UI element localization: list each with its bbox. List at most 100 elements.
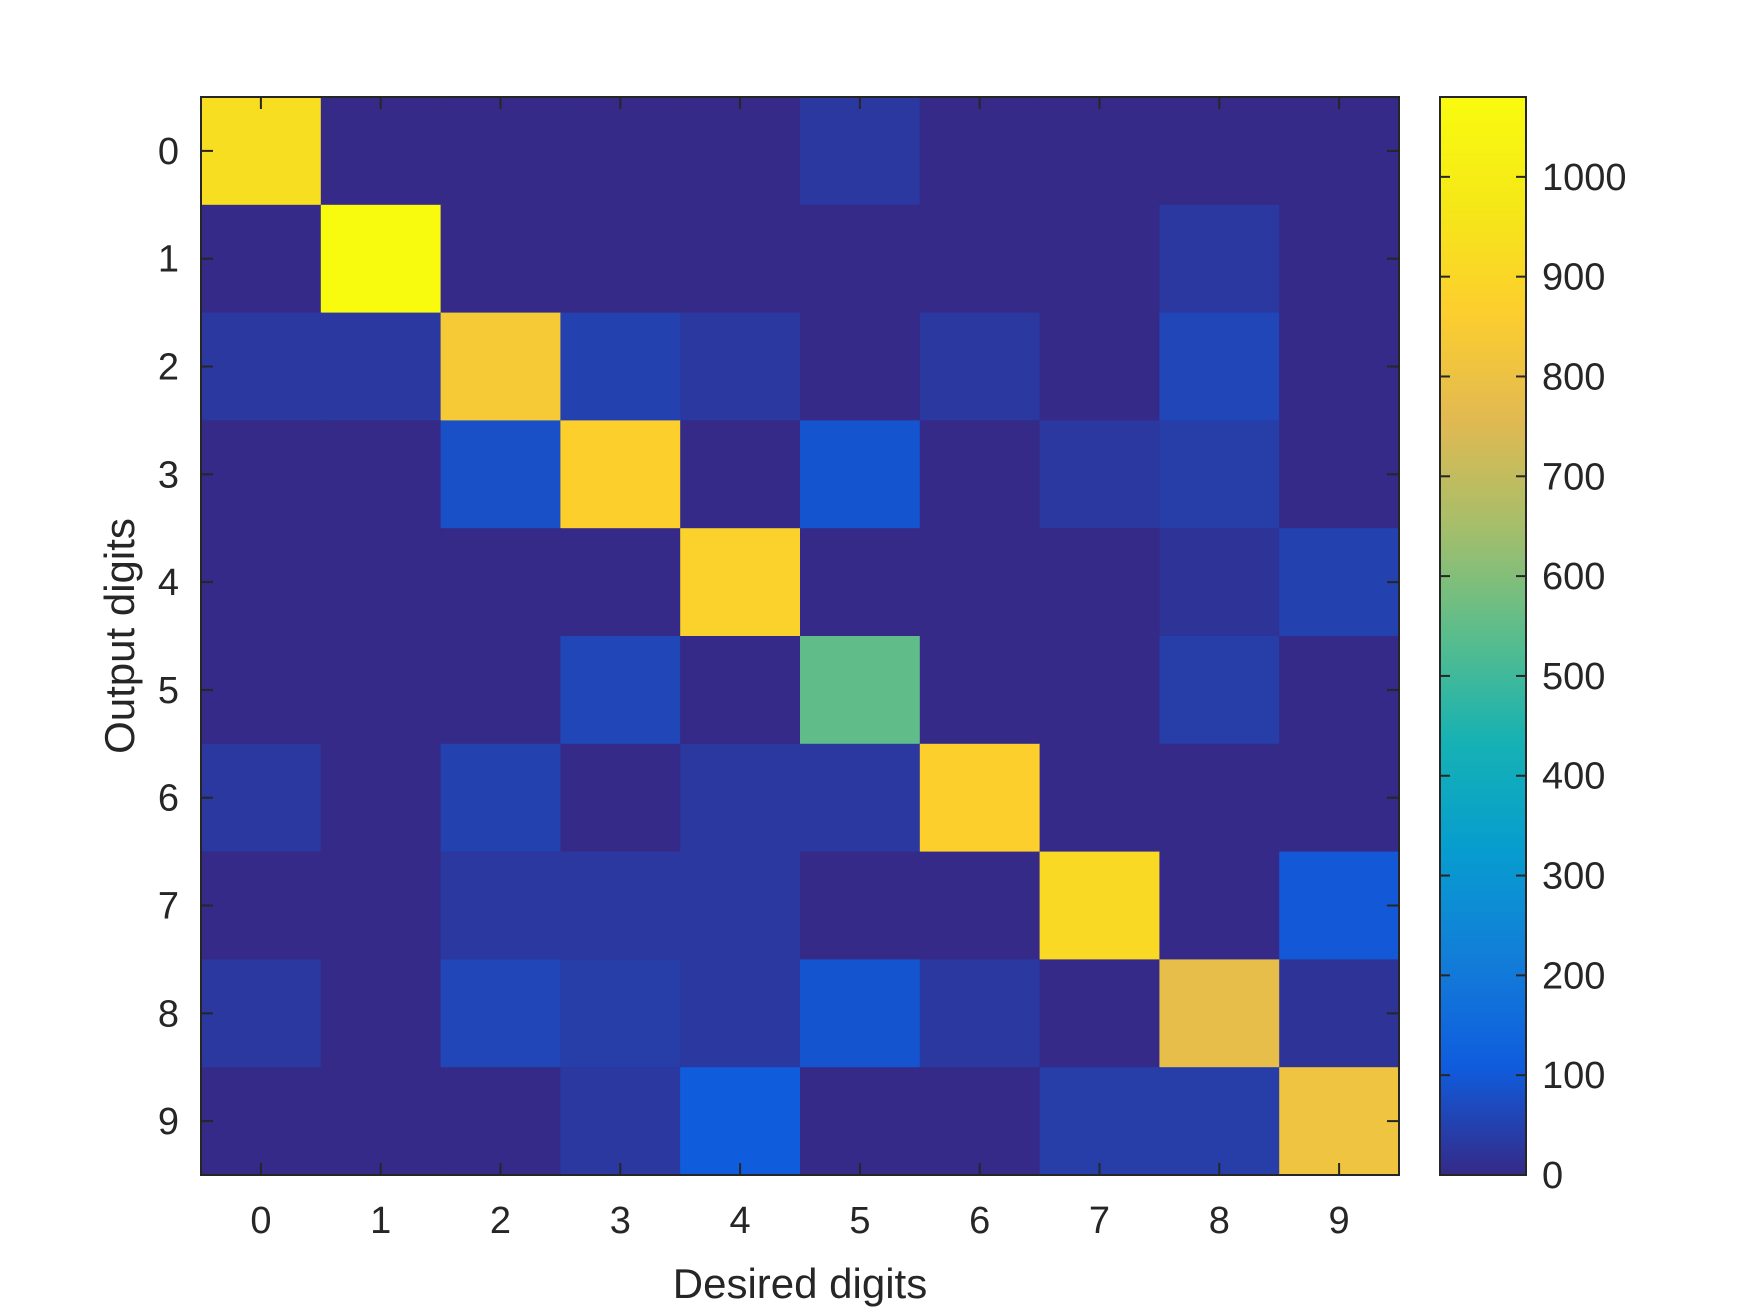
heatmap-cell-r1-c0 [201, 204, 322, 314]
x-tick-label: 4 [730, 1200, 751, 1242]
heatmap-cell-r0-c8 [1159, 97, 1280, 206]
heatmap-cell-r0-c1 [320, 97, 442, 206]
y-tick-label: 6 [158, 778, 179, 820]
heatmap-cell-r5-c7 [1039, 636, 1160, 745]
colorbar-tick-label: 600 [1542, 556, 1605, 598]
heatmap-cell-r2-c1 [320, 312, 442, 421]
heatmap-cell-r1-c3 [560, 204, 681, 314]
heatmap-axes [200, 96, 1400, 1176]
y-axis-title: Output digits [96, 518, 143, 754]
heatmap-cells [201, 97, 1400, 1176]
heatmap-cell-r3-c1 [320, 420, 442, 529]
heatmap-cell-r3-c4 [680, 420, 801, 529]
heatmap-cell-r5-c8 [1159, 636, 1280, 745]
heatmap-cell-r9-c2 [440, 1067, 561, 1176]
y-tick-label: 7 [158, 886, 179, 928]
heatmap-cell-r7-c9 [1279, 851, 1400, 960]
heatmap-cell-r0-c2 [440, 97, 561, 206]
plot-frame [200, 96, 1400, 1176]
colorbar-tick-label: 300 [1542, 856, 1605, 898]
heatmap-cell-r2-c2 [440, 312, 561, 421]
heatmap-cell-r1-c5 [800, 204, 921, 314]
heatmap-cell-r0-c9 [1279, 97, 1400, 206]
y-tick-label: 8 [158, 993, 179, 1035]
y-tick-label: 2 [158, 347, 179, 389]
colorbar-tick-label: 0 [1542, 1155, 1563, 1197]
heatmap-cell-r5-c9 [1279, 636, 1400, 745]
heatmap-cell-r4-c0 [201, 528, 322, 637]
heatmap-cell-r6-c1 [320, 743, 442, 853]
heatmap-cell-r4-c3 [560, 528, 681, 637]
x-tick-label: 8 [1209, 1200, 1230, 1242]
heatmap-cell-r1-c6 [919, 204, 1041, 314]
x-tick-label: 3 [610, 1200, 631, 1242]
heatmap-cell-r0-c3 [560, 97, 681, 206]
x-tick-label: 2 [490, 1200, 511, 1242]
x-tick-label: 1 [370, 1200, 391, 1242]
heatmap-cell-r7-c2 [440, 851, 561, 960]
heatmap-cell-r6-c7 [1039, 743, 1160, 853]
heatmap-cell-r2-c6 [919, 312, 1041, 421]
heatmap-cell-r9-c9 [1279, 1067, 1400, 1176]
heatmap-cell-r7-c3 [560, 851, 681, 960]
heatmap-cell-r5-c3 [560, 636, 681, 745]
heatmap-cell-r7-c7 [1039, 851, 1160, 960]
heatmap-cell-r2-c8 [1159, 312, 1280, 421]
colorbar-tick-label: 100 [1542, 1055, 1605, 1097]
heatmap-cell-r8-c6 [919, 959, 1041, 1068]
x-tick-label: 5 [849, 1200, 870, 1242]
y-tick-label: 0 [158, 131, 179, 173]
colorbar-tick-label: 400 [1542, 756, 1605, 798]
heatmap-cell-r5-c2 [440, 636, 561, 745]
heatmap-cell-r0-c7 [1039, 97, 1160, 206]
heatmap-cell-r1-c7 [1039, 204, 1160, 314]
heatmap-cell-r7-c0 [201, 851, 322, 960]
colorbar-tick-label: 200 [1542, 955, 1605, 997]
heatmap-cell-r3-c0 [201, 420, 322, 529]
heatmap-cell-r6-c4 [680, 743, 801, 853]
heatmap-cell-r0-c0 [201, 97, 322, 206]
colorbar-tick-label: 700 [1542, 456, 1605, 498]
heatmap-cell-r9-c3 [560, 1067, 681, 1176]
y-tick-label: 1 [158, 239, 179, 281]
heatmap-cell-r8-c7 [1039, 959, 1160, 1068]
heatmap-cell-r1-c1 [320, 204, 442, 314]
heatmap-cell-r3-c2 [440, 420, 561, 529]
heatmap-cell-r1-c2 [440, 204, 561, 314]
heatmap-cell-r8-c2 [440, 959, 561, 1068]
y-tick-label: 4 [158, 562, 179, 604]
heatmap-cell-r3-c8 [1159, 420, 1280, 529]
heatmap-cell-r6-c6 [919, 743, 1041, 853]
heatmap-cell-r9-c0 [201, 1067, 322, 1176]
heatmap-cell-r7-c6 [919, 851, 1041, 960]
x-tick-label: 9 [1329, 1200, 1350, 1242]
heatmap-cell-r8-c8 [1159, 959, 1280, 1068]
y-tick-labels: 0 1 2 3 4 5 6 7 8 9 [158, 131, 179, 1143]
x-tick-label: 0 [250, 1200, 271, 1242]
heatmap-cell-r5-c6 [919, 636, 1041, 745]
heatmap-cell-r5-c5 [800, 636, 921, 745]
heatmap-cell-r6-c3 [560, 743, 681, 853]
heatmap-cell-r7-c8 [1159, 851, 1280, 960]
y-tick-label: 9 [158, 1101, 179, 1143]
heatmap-cell-r6-c5 [800, 743, 921, 853]
heatmap-cell-r2-c5 [800, 312, 921, 421]
heatmap-cell-r5-c1 [320, 636, 442, 745]
heatmap-cell-r0-c6 [919, 97, 1041, 206]
colorbar: 0 100 200 300 400 500 600 700 800 900 1000 [1439, 96, 1627, 1197]
heatmap-cell-r4-c4 [680, 528, 801, 637]
heatmap-cell-r2-c0 [201, 312, 322, 421]
heatmap-cell-r2-c4 [680, 312, 801, 421]
heatmap-cell-r8-c5 [800, 959, 921, 1068]
heatmap-cell-r3-c9 [1279, 420, 1400, 529]
heatmap-cell-r6-c9 [1279, 743, 1400, 853]
heatmap-cell-r4-c6 [919, 528, 1041, 637]
colorbar-tick-label: 800 [1542, 356, 1605, 398]
heatmap-cell-r8-c0 [201, 959, 322, 1068]
heatmap-cell-r3-c7 [1039, 420, 1160, 529]
heatmap-cell-r4-c5 [800, 528, 921, 637]
heatmap-cell-r4-c9 [1279, 528, 1400, 637]
heatmap-cell-r6-c2 [440, 743, 561, 853]
y-tick-label: 3 [158, 454, 179, 496]
